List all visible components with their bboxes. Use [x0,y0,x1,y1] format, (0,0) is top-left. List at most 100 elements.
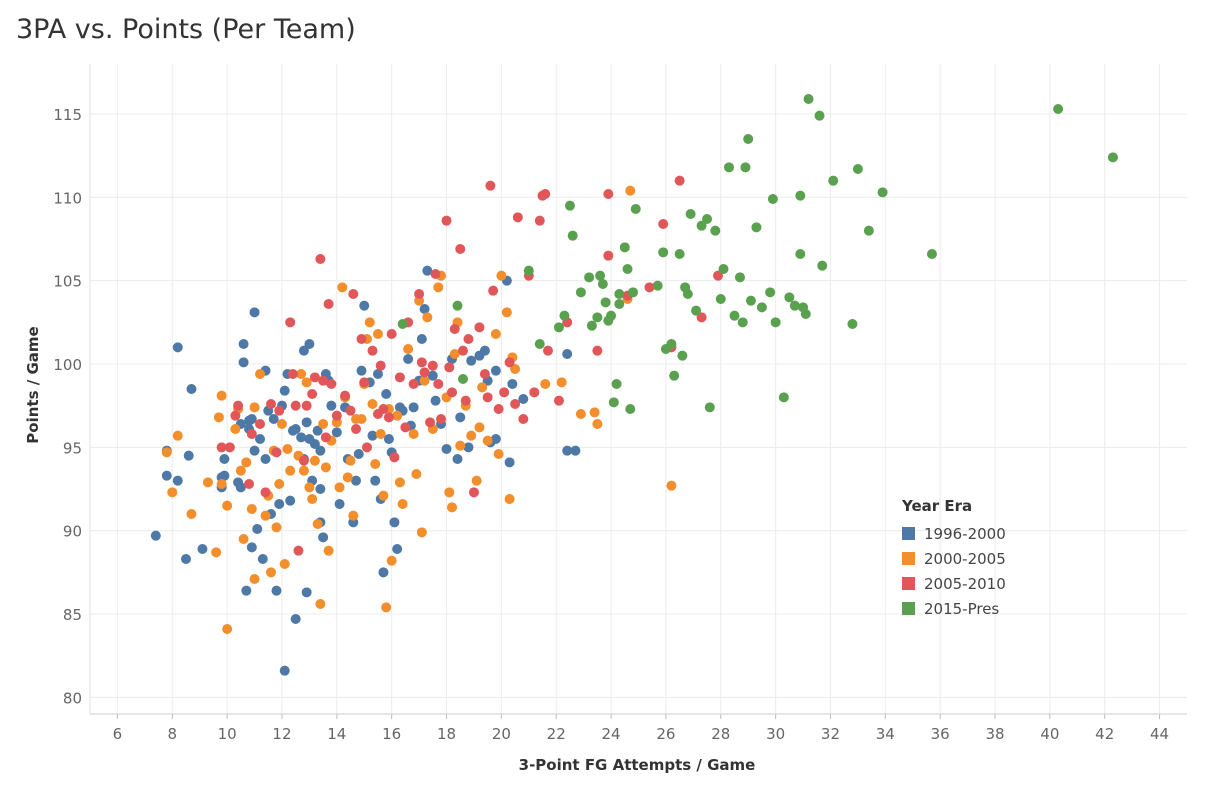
data-point [271,522,282,533]
data-point [685,209,696,219]
data-point [301,377,312,388]
data-point [488,285,499,296]
data-point [304,482,315,493]
data-point [666,480,677,491]
data-point [877,187,888,198]
data-point [743,134,754,144]
data-point [370,459,381,469]
x-tick-label: 28 [711,725,730,743]
data-point [589,407,600,418]
data-point [224,442,235,453]
data-point [334,499,345,509]
data-point [704,402,715,413]
data-point [257,554,268,564]
data-point [246,429,257,439]
y-axis-title: Points / Game [24,326,42,443]
data-point [397,319,408,329]
data-point [430,269,441,279]
legend-item[interactable]: 2005-2010 [902,571,1006,596]
data-point [274,405,285,416]
data-point [367,430,378,441]
x-tick-label: 12 [272,725,291,743]
data-point [249,445,260,456]
data-point [592,345,603,356]
data-point [658,219,669,229]
data-point [285,495,296,506]
data-point [255,434,266,444]
data-point [740,162,751,173]
data-point [603,250,614,261]
data-point [230,410,241,421]
data-point [562,445,573,456]
data-point [449,349,460,359]
data-point [592,312,603,323]
legend-item[interactable]: 2000-2005 [902,546,1006,571]
data-point [436,414,447,424]
data-point [318,532,329,543]
data-point [463,334,474,344]
data-point [279,385,290,396]
data-point [320,462,331,473]
data-point [301,587,312,598]
data-point [441,215,452,226]
data-point [230,424,241,434]
data-point [340,390,351,401]
data-point [326,379,337,389]
legend-item[interactable]: 2015-Pres [902,596,1006,621]
data-point [474,422,485,433]
data-point [479,369,490,379]
data-point [419,375,430,386]
data-point [595,270,606,281]
data-point [197,544,208,554]
data-point [298,345,309,356]
data-point [479,345,490,356]
data-point [852,164,863,174]
data-point [433,379,444,389]
data-point [592,419,603,429]
data-point [669,370,680,381]
data-point [575,287,586,298]
data-point [416,334,427,344]
data-point [397,499,408,509]
data-point [238,534,249,544]
data-point [499,387,510,398]
data-point [447,387,458,398]
data-point [386,329,397,339]
data-point [691,305,702,316]
legend-item[interactable]: 1996-2000 [902,521,1006,546]
data-point [315,445,326,456]
data-point [702,214,713,224]
data-point [246,504,257,514]
legend-label: 1996-2000 [924,524,1006,543]
data-point [348,289,359,299]
data-point [383,412,394,423]
data-point [422,265,433,276]
data-point [784,292,795,303]
data-point [378,490,389,501]
data-point [847,319,858,329]
data-point [408,402,419,413]
data-point [828,175,839,186]
data-point [756,302,767,313]
data-point [507,379,518,389]
data-point [477,382,488,393]
data-point [301,400,312,411]
data-point [411,469,422,479]
data-point [400,422,411,433]
data-point [367,345,378,356]
data-point [1107,152,1118,163]
data-point [241,585,252,596]
data-point [427,370,438,381]
data-point [444,487,455,498]
data-point [246,542,257,553]
data-point [455,412,466,423]
data-point [485,180,496,191]
data-point [279,559,290,569]
data-point [562,349,573,359]
data-point [449,324,460,334]
data-point [529,387,540,398]
data-point [222,500,233,511]
plot-frame [89,64,1187,719]
data-point [422,312,433,323]
data-point [315,599,326,609]
